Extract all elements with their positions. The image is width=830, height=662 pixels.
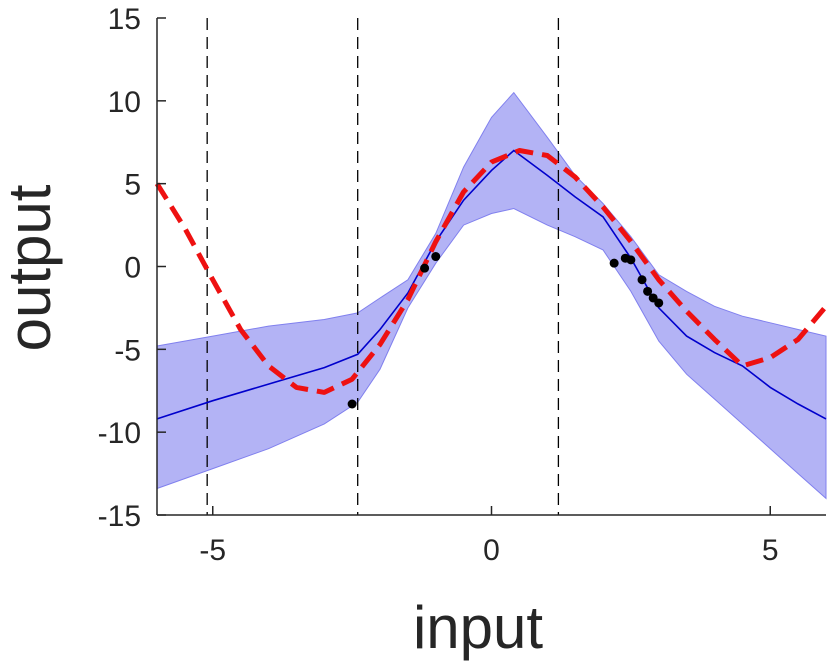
x-tick-label: 5: [762, 534, 779, 567]
mean-line-group: [156, 149, 827, 420]
y-tick-label: 10: [108, 86, 141, 119]
data-point: [431, 252, 441, 262]
mean-line: [156, 149, 827, 420]
y-tick-label: -15: [98, 500, 141, 533]
y-tick-label: 0: [124, 252, 141, 285]
confidence-band: [156, 91, 827, 500]
x-tick-label: 0: [483, 534, 500, 567]
x-axis-label: input: [413, 594, 543, 661]
dashed-curve-group: [154, 148, 828, 395]
observation-points: [347, 252, 664, 409]
data-point: [637, 275, 647, 285]
confidence-band-group: [156, 91, 827, 500]
data-point: [643, 286, 653, 296]
data-point: [609, 258, 619, 268]
axes: [156, 17, 826, 516]
dashed-curve: [154, 148, 828, 395]
data-point: [420, 263, 430, 273]
y-tick-label: -5: [114, 334, 141, 367]
y-tick-label: -10: [98, 417, 141, 450]
data-point: [347, 399, 357, 409]
x-tick-label: -5: [199, 534, 226, 567]
y-tick-label: 15: [108, 3, 141, 36]
y-axis-label: output: [0, 184, 63, 351]
tick-labels: 15 10 5 0 -5 -10 -15 -5 0 5: [98, 3, 779, 567]
y-tick-label: 5: [124, 169, 141, 202]
data-point: [654, 298, 664, 308]
data-point: [626, 255, 636, 265]
